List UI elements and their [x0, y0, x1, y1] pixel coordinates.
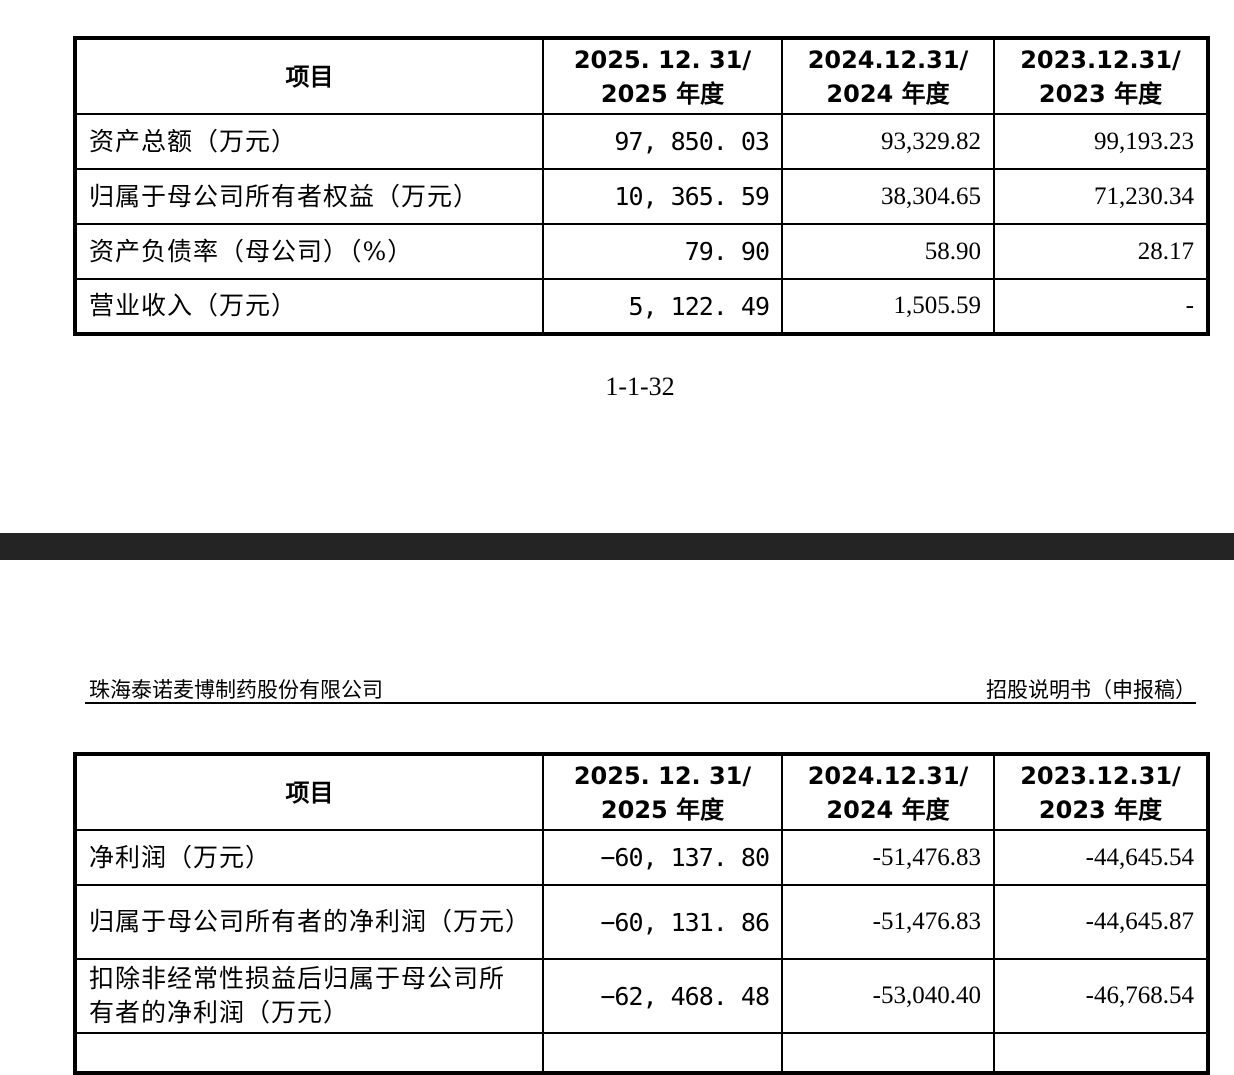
value-2023: - — [993, 278, 1209, 335]
table-row: 资产负债率（母公司）（%） 79. 90 58.90 28.17 — [74, 223, 1209, 280]
value-2025: 97, 850. 03 — [542, 113, 783, 170]
table-header-row: 项目 2025. 12. 31/ 2025 年度 2024.12.31/ 202… — [74, 753, 1209, 831]
row-label: 归属于母公司所有者权益（万元） — [74, 168, 544, 225]
value-2024: 1,505.59 — [781, 278, 995, 335]
row-label: 净利润（万元） — [74, 829, 544, 886]
value-2024: -53,040.40 — [781, 958, 995, 1034]
page-separator — [0, 533, 1234, 560]
value-2024: 58.90 — [781, 223, 995, 280]
header-item: 项目 — [74, 753, 544, 831]
value-2023: 71,230.34 — [993, 168, 1209, 225]
value-2023: -44,645.54 — [993, 829, 1209, 886]
value-2024: -51,476.83 — [781, 829, 995, 886]
table-row: 扣除非经常性损益后归属于母公司所有者的净利润（万元） −62, 468. 48 … — [74, 958, 1209, 1034]
header-item: 项目 — [74, 37, 544, 115]
page-header: 珠海泰诺麦博制药股份有限公司 招股说明书（申报稿） — [85, 674, 1196, 704]
table-header-row: 项目 2025. 12. 31/ 2025 年度 2024.12.31/ 202… — [74, 37, 1209, 115]
value-2025: 10, 365. 59 — [542, 168, 783, 225]
header-2024: 2024.12.31/ 2024 年度 — [781, 753, 995, 831]
header-2023: 2023.12.31/ 2023 年度 — [993, 37, 1209, 115]
value-2023: 99,193.23 — [993, 113, 1209, 170]
value-2024: 93,329.82 — [781, 113, 995, 170]
table-row: 归属于母公司所有者的净利润（万元） −60, 131. 86 -51,476.8… — [74, 884, 1209, 960]
table-row: 营业收入（万元） 5, 122. 49 1,505.59 - — [74, 278, 1209, 335]
value-2023: 28.17 — [993, 223, 1209, 280]
financial-table-page2: 项目 2025. 12. 31/ 2025 年度 2024.12.31/ 202… — [73, 752, 1210, 1075]
value-2023: -46,768.54 — [993, 958, 1209, 1034]
financial-table-page1: 项目 2025. 12. 31/ 2025 年度 2024.12.31/ 202… — [73, 36, 1210, 336]
document-title: 招股说明书（申报稿） — [986, 678, 1196, 702]
header-2025: 2025. 12. 31/ 2025 年度 — [542, 37, 783, 115]
table-row: 资产总额（万元） 97, 850. 03 93,329.82 99,193.23 — [74, 113, 1209, 170]
row-label: 资产负债率（母公司）（%） — [74, 223, 544, 280]
company-name: 珠海泰诺麦博制药股份有限公司 — [89, 678, 383, 702]
table-row: 归属于母公司所有者权益（万元） 10, 365. 59 38,304.65 71… — [74, 168, 1209, 225]
value-2023: -44,645.87 — [993, 884, 1209, 960]
page-number: 1-1-32 — [605, 372, 675, 401]
header-2023: 2023.12.31/ 2023 年度 — [993, 753, 1209, 831]
value-2025: −62, 468. 48 — [542, 958, 783, 1034]
table-row — [74, 1032, 1209, 1074]
header-2025: 2025. 12. 31/ 2025 年度 — [542, 753, 783, 831]
table-row: 净利润（万元） −60, 137. 80 -51,476.83 -44,645.… — [74, 829, 1209, 886]
value-2025: −60, 131. 86 — [542, 884, 783, 960]
row-label: 归属于母公司所有者的净利润（万元） — [74, 884, 544, 960]
value-2025: 79. 90 — [542, 223, 783, 280]
header-2024: 2024.12.31/ 2024 年度 — [781, 37, 995, 115]
value-2025: 5, 122. 49 — [542, 278, 783, 335]
value-2024: -51,476.83 — [781, 884, 995, 960]
value-2025: −60, 137. 80 — [542, 829, 783, 886]
row-label: 扣除非经常性损益后归属于母公司所有者的净利润（万元） — [74, 958, 544, 1034]
row-label: 资产总额（万元） — [74, 113, 544, 170]
row-label: 营业收入（万元） — [74, 278, 544, 335]
value-2024: 38,304.65 — [781, 168, 995, 225]
